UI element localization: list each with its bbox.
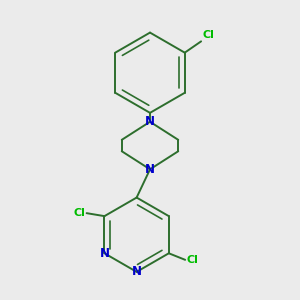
Text: Cl: Cl bbox=[73, 208, 85, 218]
Text: N: N bbox=[132, 266, 142, 278]
Text: Cl: Cl bbox=[203, 31, 215, 40]
Text: N: N bbox=[145, 163, 155, 176]
Text: N: N bbox=[145, 115, 155, 128]
Text: N: N bbox=[99, 247, 110, 260]
Text: Cl: Cl bbox=[187, 255, 199, 265]
